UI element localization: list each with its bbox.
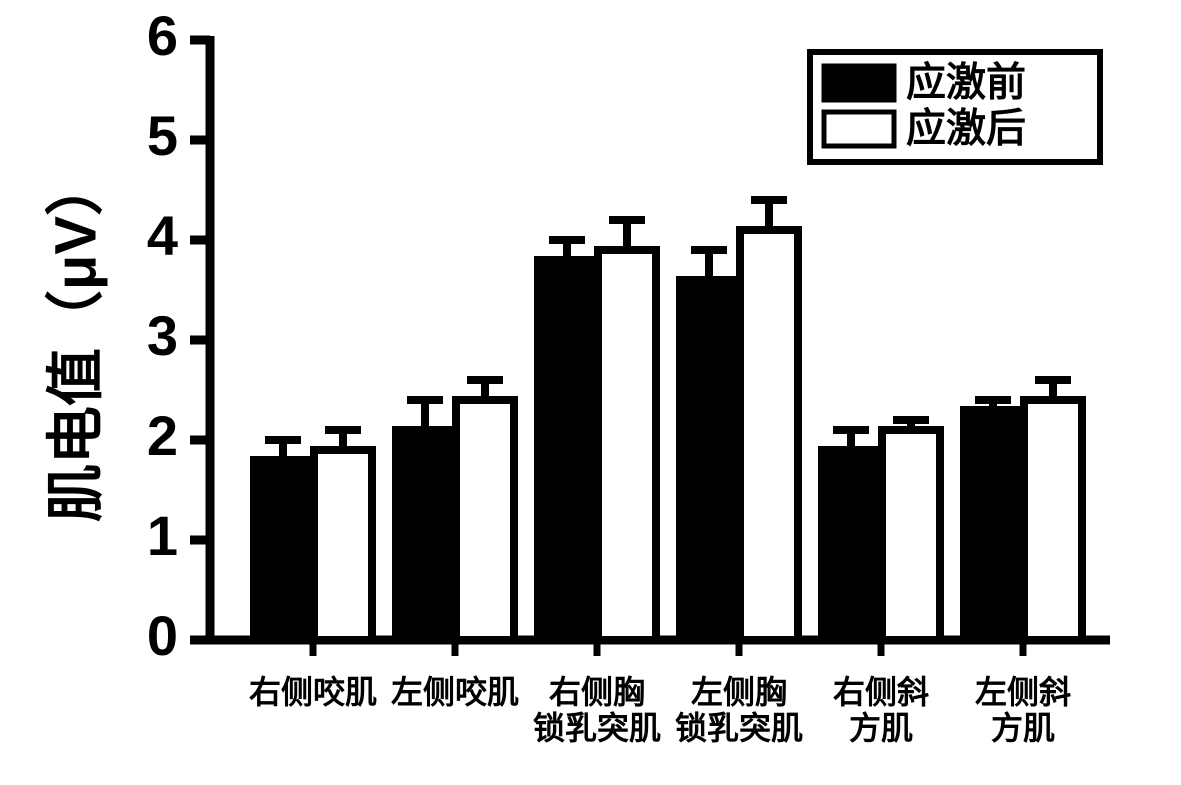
category-label: 右侧咬肌	[249, 674, 377, 710]
bar-应激前	[680, 280, 738, 640]
category-label: 方肌	[849, 710, 913, 746]
y-tick-label: 3	[147, 304, 178, 367]
bar-应激后	[1024, 400, 1082, 640]
y-tick-label: 0	[147, 604, 178, 667]
category-label: 右侧斜	[833, 674, 929, 710]
legend-label: 应激后	[906, 107, 1026, 151]
legend-swatch	[824, 112, 894, 146]
y-axis-label: 肌电值（μV）	[43, 158, 108, 522]
bar-应激后	[598, 250, 656, 640]
bar-应激后	[314, 450, 372, 640]
category-label: 右侧胸	[549, 674, 645, 710]
category-label: 锁乳突肌	[533, 710, 661, 746]
legend: 应激前应激后	[810, 52, 1100, 162]
bar-应激后	[456, 400, 514, 640]
legend-swatch	[824, 66, 894, 100]
y-tick-label: 5	[147, 104, 178, 167]
y-tick-label: 4	[147, 204, 178, 267]
bar-应激后	[740, 230, 798, 640]
bar-应激前	[538, 260, 596, 640]
legend-label: 应激前	[906, 61, 1026, 105]
bar-应激前	[254, 460, 312, 640]
category-label: 左侧斜	[975, 674, 1071, 710]
emg-bar-chart: 0123456肌电值（μV）右侧咬肌左侧咬肌右侧胸锁乳突肌左侧胸锁乳突肌右侧斜方…	[0, 0, 1181, 785]
chart-svg: 0123456肌电值（μV）右侧咬肌左侧咬肌右侧胸锁乳突肌左侧胸锁乳突肌右侧斜方…	[0, 0, 1181, 785]
bars-group	[254, 200, 1082, 640]
bar-应激前	[822, 450, 880, 640]
category-label: 左侧咬肌	[391, 674, 519, 710]
bar-应激后	[882, 430, 940, 640]
bar-应激前	[964, 410, 1022, 640]
y-tick-label: 2	[147, 404, 178, 467]
y-tick-label: 1	[147, 504, 178, 567]
y-tick-label: 6	[147, 4, 178, 67]
category-label: 方肌	[991, 710, 1055, 746]
category-label: 锁乳突肌	[675, 710, 803, 746]
category-label: 左侧胸	[691, 674, 787, 710]
bar-应激前	[396, 430, 454, 640]
